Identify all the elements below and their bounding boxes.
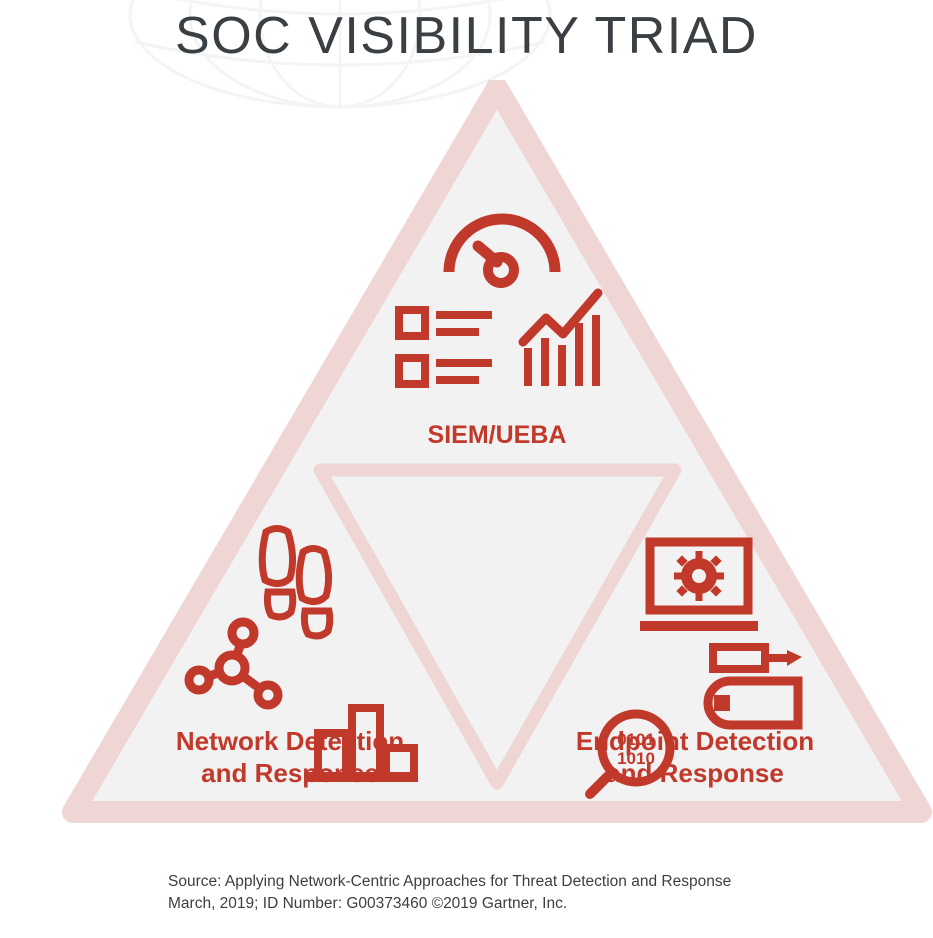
soc-visibility-triad-diagram: 0101 1010 bbox=[62, 80, 932, 823]
bar-trend-chart-icon bbox=[518, 288, 603, 386]
screwdriver-icon bbox=[709, 643, 802, 673]
wrench-icon bbox=[703, 676, 803, 730]
binary-line-2: 1010 bbox=[617, 749, 655, 768]
source-citation: Source: Applying Network-Centric Approac… bbox=[168, 871, 868, 916]
siem-node-icons bbox=[395, 213, 603, 388]
checklist-icon bbox=[395, 306, 492, 388]
ndr-node-icons bbox=[184, 525, 418, 782]
network-nodes-icon bbox=[184, 617, 283, 710]
source-line-2: March, 2019; ID Number: G00373460 ©2019 … bbox=[168, 895, 568, 913]
binary-magnifier-icon: 0101 1010 bbox=[585, 709, 675, 799]
source-line-1: Source: Applying Network-Centric Approac… bbox=[168, 873, 732, 890]
gauge-icon bbox=[443, 213, 561, 288]
edr-node-icons: 0101 1010 bbox=[585, 537, 803, 799]
tools-icon bbox=[703, 643, 803, 730]
page-title: SOC VISIBILITY TRIAD bbox=[175, 7, 758, 65]
siem-node-label: SIEM/UEBA bbox=[427, 421, 567, 449]
inner-inverted-triangle bbox=[313, 463, 682, 790]
edr-node-label: Endpoint Detection and Response bbox=[575, 726, 815, 788]
footprints-icon bbox=[258, 525, 334, 640]
bar-chart-icon bbox=[304, 704, 418, 782]
ndr-node-label: Network Detection and Response bbox=[175, 726, 405, 788]
binary-line-1: 0101 bbox=[617, 730, 655, 749]
